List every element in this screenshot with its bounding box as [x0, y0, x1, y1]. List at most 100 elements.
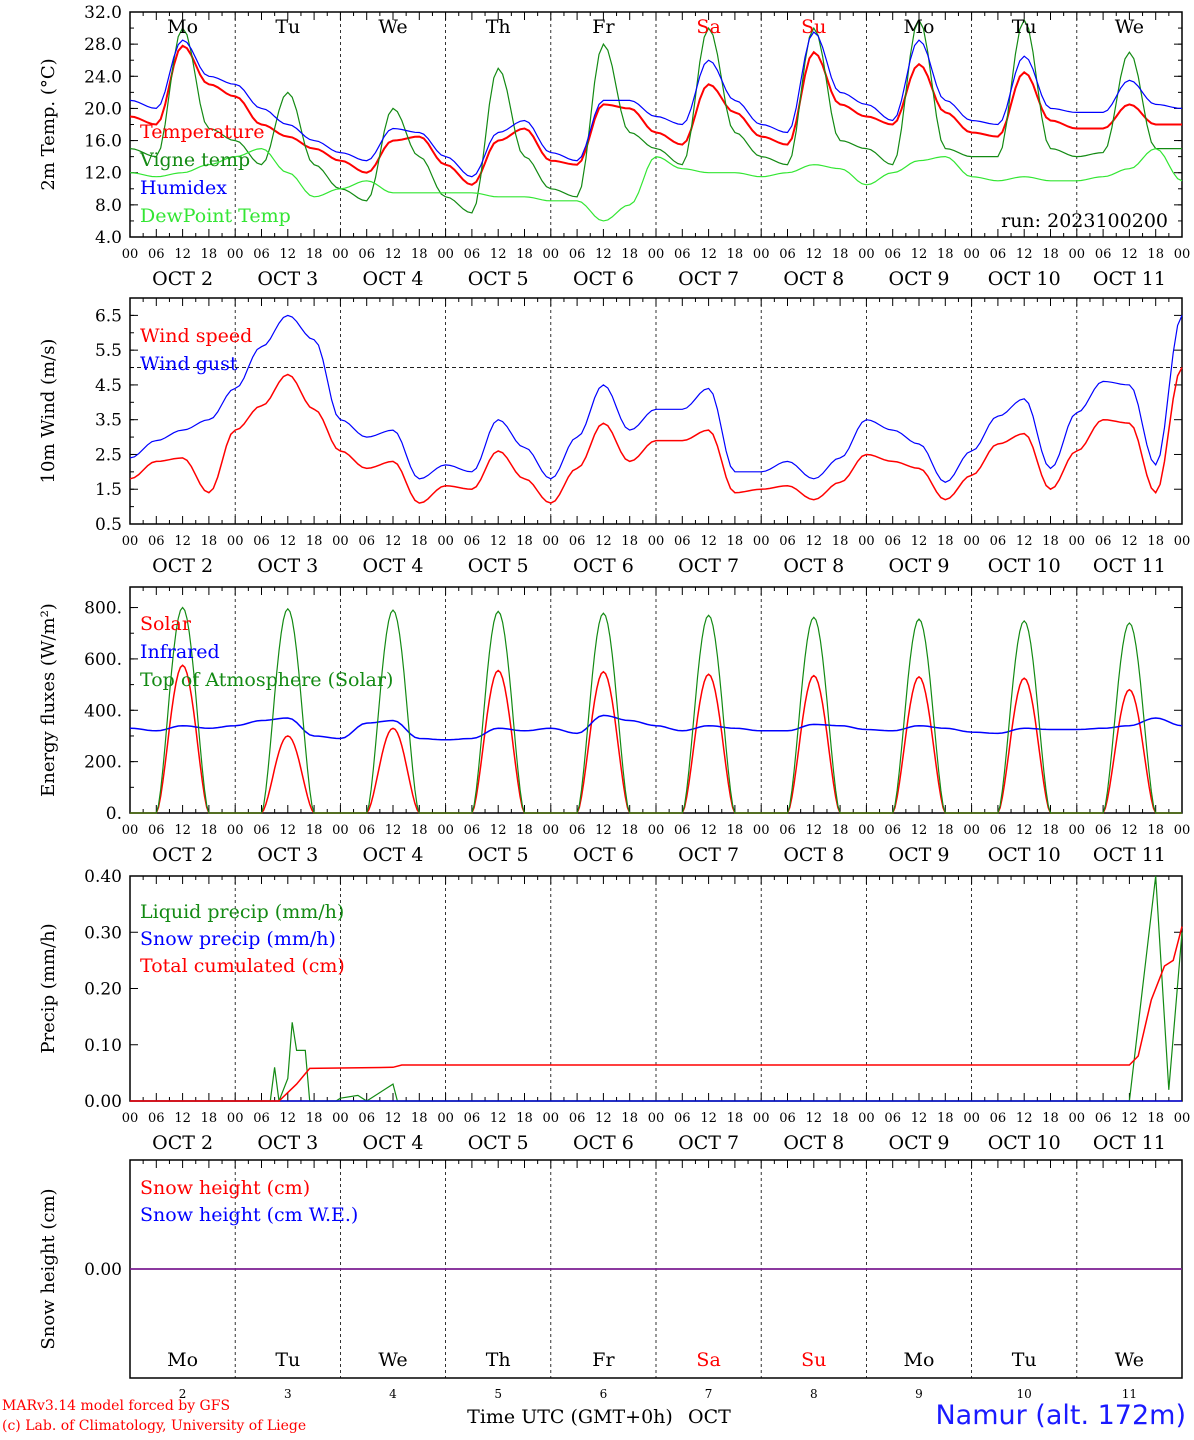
hour-tick-label: 00: [227, 823, 244, 838]
date-label: OCT 7: [678, 555, 739, 577]
hour-tick-label: 00: [1174, 534, 1191, 549]
date-label: OCT 9: [889, 268, 950, 290]
hour-tick-label: 06: [990, 534, 1007, 549]
y-tick-label: 0.20: [84, 980, 122, 1000]
date-label: OCT 5: [468, 268, 529, 290]
hour-tick-label: 18: [306, 247, 323, 262]
hour-tick-label: 00: [1069, 1111, 1086, 1126]
panel-2: 0.5 1.5 2.5 3.5 4.5 5.5 6.5 10m Wind (m/s) 00 06 1…: [38, 297, 1191, 577]
hour-tick-label: 12: [806, 534, 823, 549]
y-axis-label: Energy fluxes (W/m²): [38, 603, 59, 797]
hour-tick-label: 12: [700, 247, 717, 262]
y-axis-label: Snow height (cm): [38, 1188, 59, 1349]
hour-tick-label: 00: [543, 1111, 560, 1126]
y-tick-label: 20.0: [84, 99, 122, 119]
hour-tick-label: 12: [385, 247, 402, 262]
hour-tick-label: 00: [858, 534, 875, 549]
legend-entry: DewPoint Temp: [140, 205, 291, 227]
legend-entry: Liquid precip (mm/h): [140, 901, 344, 923]
weekday-label: We: [1115, 1349, 1144, 1371]
y-axis-label: 2m Temp. (°C): [38, 58, 59, 190]
y-tick-label: 4.5: [95, 376, 122, 396]
hour-tick-label: 12: [1016, 534, 1033, 549]
hour-tick-label: 00: [437, 534, 454, 549]
hour-tick-label: 18: [1042, 823, 1059, 838]
weekday-label: Fr: [592, 16, 615, 38]
date-label: OCT 6: [573, 555, 634, 577]
hour-tick-label: 06: [884, 1111, 901, 1126]
hour-tick-label: 18: [306, 823, 323, 838]
hour-tick-label: 06: [358, 534, 375, 549]
hour-tick-label: 12: [911, 247, 928, 262]
date-label: OCT 11: [1093, 268, 1166, 290]
hour-tick-label: 06: [1095, 1111, 1112, 1126]
day-number-label: 9: [915, 1387, 923, 1401]
hour-tick-label: 12: [174, 823, 191, 838]
date-label: OCT 3: [257, 1132, 318, 1154]
hour-tick-label: 18: [1147, 534, 1164, 549]
hour-tick-label: 06: [253, 1111, 270, 1126]
panel-1: 4.0 8.0 12.0 16.0 20.0 24.0 28.0 32.0 2m Temp. (…: [38, 3, 1190, 290]
hour-tick-label: 12: [595, 247, 612, 262]
day-number-label: 5: [494, 1387, 502, 1401]
date-label: OCT 6: [573, 1132, 634, 1154]
hour-tick-label: 18: [516, 823, 533, 838]
hour-tick-label: 06: [674, 247, 691, 262]
date-label: OCT 5: [468, 844, 529, 866]
weekday-label: Mo: [167, 1349, 198, 1371]
legend-entry: Wind gust: [140, 353, 238, 375]
date-label: OCT 9: [889, 1132, 950, 1154]
series-vigne-temp: [129, 18, 1182, 214]
date-label: OCT 8: [783, 844, 844, 866]
hour-tick-label: 06: [464, 823, 481, 838]
day-number-label: 6: [600, 1387, 608, 1401]
series-total-cumulated-cm-: [130, 926, 1183, 1102]
date-label: OCT 3: [257, 555, 318, 577]
weekday-label: Mo: [904, 1349, 935, 1371]
hour-tick-label: 12: [1016, 823, 1033, 838]
hour-tick-label: 18: [1147, 247, 1164, 262]
hour-tick-label: 06: [358, 823, 375, 838]
hour-tick-label: 12: [911, 823, 928, 838]
hour-tick-label: 18: [411, 1111, 428, 1126]
date-label: OCT 11: [1093, 555, 1166, 577]
y-axis-label: Precip (mm/h): [38, 923, 59, 1053]
hour-tick-label: 00: [122, 1111, 139, 1126]
hour-tick-label: 18: [621, 1111, 638, 1126]
y-tick-label: 3.5: [95, 411, 122, 431]
hour-tick-label: 06: [779, 247, 796, 262]
hour-tick-label: 06: [358, 1111, 375, 1126]
hour-tick-label: 00: [332, 1111, 349, 1126]
hour-tick-label: 12: [280, 823, 297, 838]
hour-tick-label: 12: [700, 1111, 717, 1126]
hour-tick-label: 12: [280, 1111, 297, 1126]
hour-tick-label: 12: [806, 823, 823, 838]
hour-tick-label: 18: [832, 247, 849, 262]
hour-tick-label: 12: [174, 1111, 191, 1126]
y-tick-label: 400.: [84, 701, 122, 721]
y-tick-label: 12.0: [84, 164, 122, 184]
hour-tick-label: 18: [201, 1111, 218, 1126]
hour-tick-label: 18: [727, 247, 744, 262]
weekday-label: We: [378, 1349, 407, 1371]
hour-tick-label: 00: [227, 247, 244, 262]
hour-tick-label: 12: [700, 534, 717, 549]
hour-tick-label: 00: [122, 534, 139, 549]
hour-tick-label: 06: [779, 823, 796, 838]
hour-tick-label: 00: [227, 534, 244, 549]
weekday-label: Mo: [904, 16, 935, 38]
date-label: OCT 3: [257, 268, 318, 290]
hour-tick-label: 00: [543, 247, 560, 262]
date-label: OCT 2: [152, 555, 213, 577]
hour-tick-label: 18: [516, 1111, 533, 1126]
panel-5: 0.00 Snow height (cm) Snow height (cm) Snow…: [38, 1159, 1183, 1428]
date-label: OCT 5: [468, 555, 529, 577]
hour-tick-label: 06: [1095, 247, 1112, 262]
weekday-label: Tu: [1012, 16, 1037, 38]
y-tick-label: 6.5: [95, 306, 122, 326]
hour-tick-label: 12: [911, 534, 928, 549]
date-label: OCT 3: [257, 844, 318, 866]
weekday-label: Tu: [1012, 1349, 1037, 1371]
hour-tick-label: 06: [464, 1111, 481, 1126]
